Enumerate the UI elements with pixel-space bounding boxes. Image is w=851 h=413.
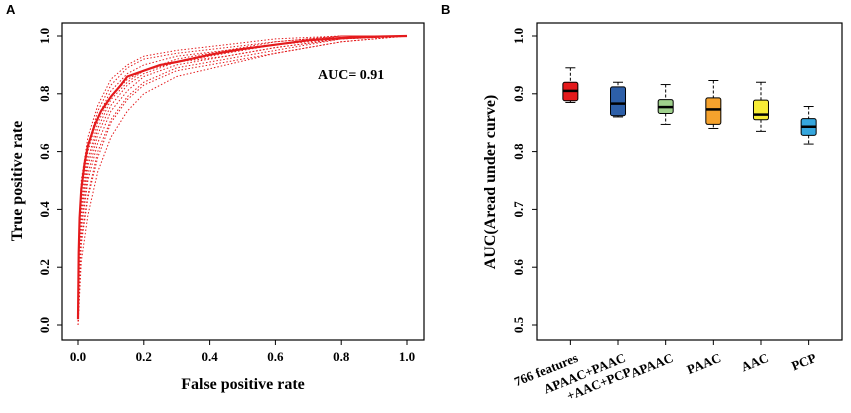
roc-y-tick-label: 0.8 bbox=[37, 85, 52, 102]
roc-fold-curve-9 bbox=[77, 35, 407, 326]
roc-mean-curve bbox=[76, 34, 408, 320]
roc-x-axis-label: False positive rate bbox=[181, 376, 305, 393]
boxplot-y-tick-label: 0.7 bbox=[511, 201, 526, 218]
boxplot-x-tick-label-line: APAAC bbox=[628, 350, 675, 381]
roc-x-tick-label: 1.0 bbox=[399, 349, 415, 364]
box-5 bbox=[752, 81, 769, 132]
boxplot-y-tick-label: 0.8 bbox=[511, 143, 526, 160]
box-3 bbox=[657, 84, 674, 125]
roc-chart: 0.0 0.2 0.4 0.6 0.8 1.0 0.0 0.2 0.4 0.6 0.8 1.0 AU… bbox=[9, 22, 425, 393]
box-6 bbox=[800, 106, 817, 145]
roc-x-tick-label: 0.8 bbox=[333, 349, 350, 364]
box-4 bbox=[705, 80, 722, 129]
roc-mean-curve-group bbox=[76, 34, 408, 320]
box-2 bbox=[610, 81, 627, 118]
roc-fold-curve-3 bbox=[77, 35, 408, 326]
roc-y-tick-label: 0.4 bbox=[37, 201, 52, 218]
roc-x-tick-label: 0.4 bbox=[201, 349, 218, 364]
roc-fold-curves bbox=[77, 35, 408, 326]
boxplot-x-tick-label-line: AAC bbox=[739, 350, 771, 374]
roc-y-tick-label: 0.2 bbox=[37, 259, 52, 275]
panel-a-letter: A bbox=[6, 2, 16, 17]
boxplot-x-tick-label: APAAC bbox=[628, 350, 675, 381]
roc-y-tick-label: 1.0 bbox=[37, 28, 52, 44]
box-body bbox=[610, 86, 627, 117]
boxplot-y-tick-label: 0.6 bbox=[511, 259, 526, 276]
boxplot-y-tick-label: 0.5 bbox=[511, 316, 526, 333]
boxplot-x-tick-label: PCP bbox=[789, 350, 818, 373]
box-1 bbox=[562, 67, 579, 103]
boxplot-y-axis-label: AUC(Aread under curve) bbox=[482, 95, 499, 270]
boxplot-boxes bbox=[562, 67, 817, 145]
roc-y-axis-label: True positive rate bbox=[9, 121, 26, 242]
roc-y-axis: 0.0 0.2 0.4 0.6 0.8 1.0 bbox=[37, 28, 62, 333]
roc-fold-curve-2 bbox=[77, 35, 407, 326]
boxplot-y-tick-label: 1.0 bbox=[511, 28, 526, 44]
roc-fold-curve-10 bbox=[77, 35, 408, 326]
roc-x-tick-label: 0.0 bbox=[70, 349, 86, 364]
roc-fold-curve-6 bbox=[77, 35, 407, 326]
boxplot-y-axis: 0.5 0.6 0.7 0.8 0.9 1.0 bbox=[511, 28, 537, 333]
roc-fold-curve-1 bbox=[77, 35, 407, 326]
roc-x-tick-label: 0.6 bbox=[267, 349, 284, 364]
boxplot-x-tick-label-line: PAAC bbox=[685, 350, 723, 377]
box-body bbox=[705, 97, 722, 125]
panel-b-letter: B bbox=[441, 2, 450, 17]
boxplot-plot-frame bbox=[536, 22, 843, 341]
roc-y-tick-label: 0.0 bbox=[37, 317, 52, 333]
roc-fold-curve-7 bbox=[77, 35, 408, 326]
box-body bbox=[752, 99, 769, 121]
boxplot-y-tick-label: 0.9 bbox=[511, 85, 526, 102]
roc-x-axis: 0.0 0.2 0.4 0.6 0.8 1.0 bbox=[70, 340, 415, 364]
roc-plot-frame bbox=[61, 22, 425, 341]
roc-fold-curve-8 bbox=[77, 35, 408, 326]
auc-boxplot-chart: 0.50.60.70.80.91.0 766 featuresAPAAC+PAA… bbox=[482, 22, 843, 403]
auc-annotation: AUC= 0.91 bbox=[318, 68, 384, 83]
boxplot-x-tick-label: PAAC bbox=[685, 350, 723, 377]
roc-y-tick-label: 0.6 bbox=[37, 143, 52, 160]
roc-x-tick-label: 0.2 bbox=[136, 349, 152, 364]
boxplot-x-tick-label: AAC bbox=[739, 350, 771, 374]
boxplot-x-tick-label-line: PCP bbox=[789, 350, 818, 373]
